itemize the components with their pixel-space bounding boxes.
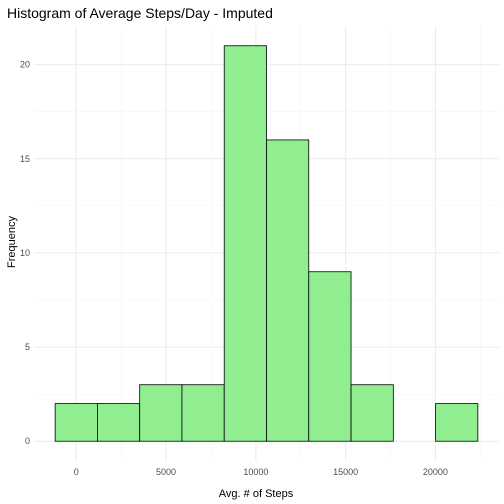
y-tick-label: 0 <box>25 436 30 446</box>
y-tick-label: 10 <box>20 248 30 258</box>
y-tick-label: 20 <box>20 60 30 70</box>
histogram-bars <box>54 45 479 442</box>
y-tick-label: 15 <box>20 154 30 164</box>
histogram-bar <box>350 384 394 442</box>
histogram-bar <box>223 45 267 442</box>
y-axis-ticks: 0 5 10 15 20 <box>20 60 30 447</box>
histogram-bar <box>139 384 183 442</box>
x-tick-label: 0 <box>74 467 79 477</box>
y-axis-title: Frequency <box>6 216 18 268</box>
y-tick-label: 5 <box>25 342 30 352</box>
x-axis-title: Avg. # of Steps <box>219 488 294 500</box>
x-tick-label: 5000 <box>156 467 176 477</box>
chart-title: Histogram of Average Steps/Day - Imputed <box>7 5 273 21</box>
histogram-bar <box>266 139 310 442</box>
x-axis-ticks: 0 5000 10000 15000 20000 <box>74 467 448 477</box>
histogram-bar <box>308 271 352 442</box>
x-tick-label: 10000 <box>243 467 268 477</box>
histogram-bar <box>54 403 98 442</box>
x-tick-label: 15000 <box>333 467 358 477</box>
histogram-bar <box>435 403 479 442</box>
x-tick-label: 20000 <box>423 467 448 477</box>
histogram-bar <box>97 403 141 442</box>
histogram-bar <box>181 384 225 442</box>
